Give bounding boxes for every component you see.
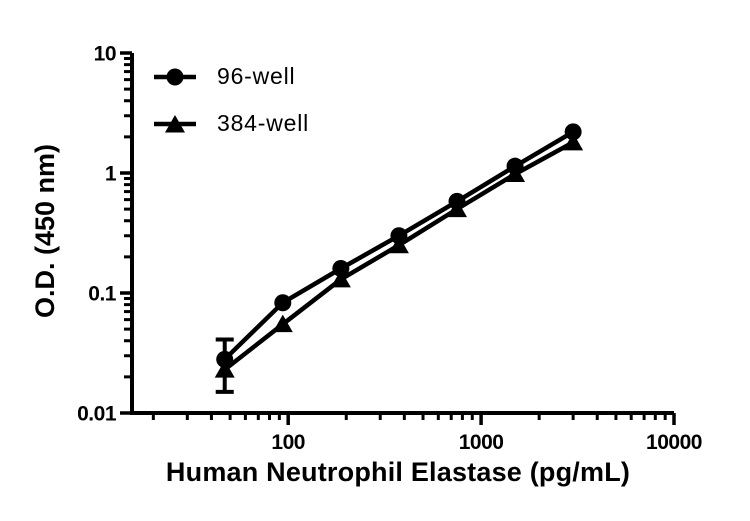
data-point-96-well xyxy=(564,123,582,141)
axis-lines xyxy=(130,53,674,415)
y-tick-label: 0.01 xyxy=(77,403,117,426)
x-tick-label: 100 xyxy=(271,431,305,454)
data-point-384-well xyxy=(388,235,409,254)
legend-item-96-well: 96-well xyxy=(153,63,309,90)
legend-label-96-well: 96-well xyxy=(217,63,296,89)
data-point-384-well xyxy=(214,360,235,378)
data-point-384-well xyxy=(446,199,467,218)
data-point-96-well xyxy=(216,350,234,368)
x-tick-label: 10000 xyxy=(646,431,702,454)
y-axis-title: O.D. (450 nm) xyxy=(30,143,60,319)
legend-item-384-well: 384-well xyxy=(153,110,309,137)
x-tick-label: 1000 xyxy=(459,431,504,454)
data-point-96-well xyxy=(390,227,408,245)
data-point-384-well xyxy=(330,269,351,288)
y-tick-label: 0.1 xyxy=(88,283,117,306)
data-point-96-well xyxy=(332,260,350,278)
x-axis-title: Human Neutrophil Elastase (pg/mL) xyxy=(165,457,631,487)
triangle-marker-icon xyxy=(154,114,196,132)
circle-marker-icon xyxy=(154,68,196,85)
data-point-96-well xyxy=(274,294,292,312)
legend-label-384-well: 384-well xyxy=(217,110,310,136)
legend: 96-well 384-well xyxy=(153,63,309,137)
y-tick-label: 10 xyxy=(94,43,116,66)
data-point-384-well xyxy=(505,164,526,183)
y-tick-label: 1 xyxy=(105,163,117,186)
data-point-384-well xyxy=(272,314,293,333)
data-point-384-well xyxy=(563,132,584,151)
